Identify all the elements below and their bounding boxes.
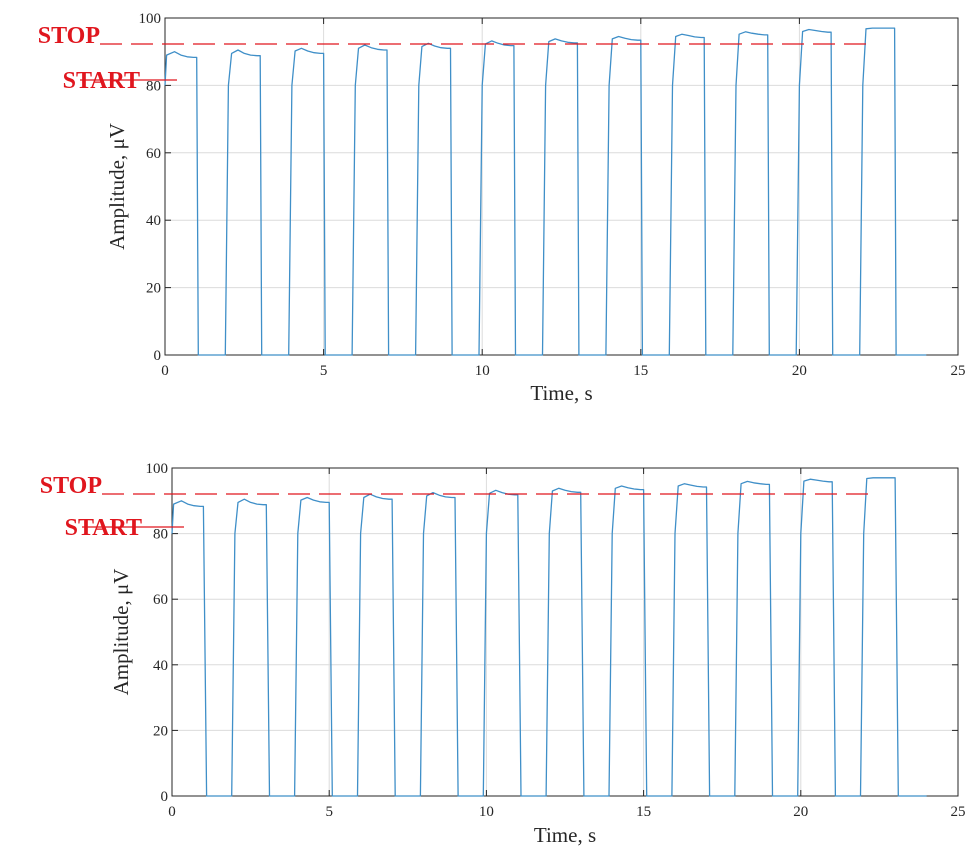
y-tick-label: 100 bbox=[146, 461, 169, 477]
marker-label-start: START bbox=[65, 515, 142, 541]
x-tick-label: 15 bbox=[633, 363, 648, 379]
y-tick-label: 40 bbox=[153, 658, 168, 674]
y-tick-label: 20 bbox=[153, 723, 168, 739]
plot-area-frame bbox=[171, 467, 959, 797]
x-tick-label: 20 bbox=[792, 363, 807, 379]
y-tick-label: 60 bbox=[153, 592, 168, 608]
plot-area-frame bbox=[164, 17, 959, 356]
y-tick-label: 20 bbox=[146, 281, 161, 297]
x-tick-label: 10 bbox=[475, 363, 490, 379]
x-tick-label: 5 bbox=[325, 804, 333, 820]
y-tick-label: 80 bbox=[146, 78, 161, 94]
x-tick-label: 20 bbox=[793, 804, 808, 820]
y-tick-label: 80 bbox=[153, 527, 168, 543]
x-tick-label: 15 bbox=[636, 804, 651, 820]
x-tick-label: 5 bbox=[320, 363, 328, 379]
series-line bbox=[164, 27, 927, 356]
x-axis-label: Time, s bbox=[530, 381, 592, 405]
y-tick-label: 40 bbox=[146, 213, 161, 229]
x-tick-label: 25 bbox=[951, 804, 966, 820]
y-tick-label: 60 bbox=[146, 146, 161, 162]
series-line bbox=[171, 477, 927, 797]
chart-panel-2: 0 5 10 15 20 25 0 20 40 60 80 100 Time, s Amplitude, … bbox=[40, 461, 966, 847]
y-axis-label: Amplitude, μV bbox=[105, 123, 129, 250]
x-tick-label: 10 bbox=[479, 804, 494, 820]
y-tick-label: 100 bbox=[139, 11, 162, 27]
x-tick-label: 25 bbox=[951, 363, 966, 379]
chart-panel-1: 0 5 10 15 20 25 0 20 40 60 80 100 Time, s Amplitude, … bbox=[38, 11, 966, 405]
y-tick-label: 0 bbox=[161, 789, 169, 805]
y-tick-label: 0 bbox=[154, 348, 162, 364]
marker-label-stop: STOP bbox=[40, 473, 102, 499]
marker-label-stop: STOP bbox=[38, 23, 100, 49]
x-tick-label: 0 bbox=[168, 804, 176, 820]
x-axis-label: Time, s bbox=[534, 823, 596, 847]
marker-label-start: START bbox=[63, 68, 140, 94]
y-axis-label: Amplitude, μV bbox=[109, 569, 133, 696]
x-tick-label: 0 bbox=[161, 363, 169, 379]
